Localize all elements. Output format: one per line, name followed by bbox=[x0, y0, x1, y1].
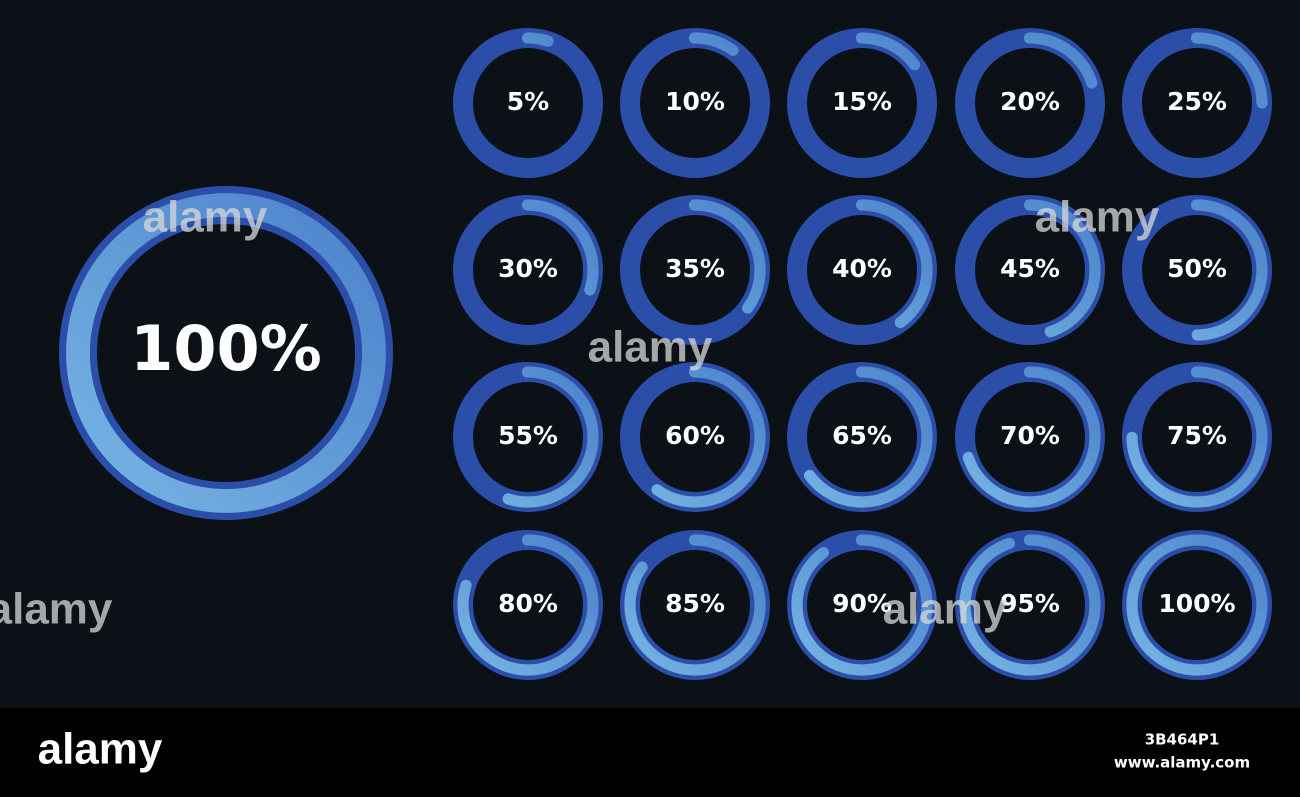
image-id: 3B464P1 bbox=[1145, 731, 1220, 749]
progress-arc bbox=[624, 366, 766, 508]
progress-arc bbox=[791, 32, 933, 174]
footer-bar bbox=[0, 708, 1300, 797]
progress-arc bbox=[791, 366, 933, 508]
progress-arc bbox=[791, 534, 933, 676]
progress-arc bbox=[457, 366, 599, 508]
progress-label: 65% bbox=[832, 421, 892, 450]
progress-arc bbox=[1126, 199, 1268, 341]
progress-label: 25% bbox=[1167, 87, 1227, 116]
progress-arc bbox=[624, 32, 766, 174]
progress-arc bbox=[624, 199, 766, 341]
progress-arc bbox=[457, 32, 599, 174]
progress-label: 45% bbox=[1000, 254, 1060, 283]
footer-url: www.alamy.com bbox=[1114, 754, 1250, 772]
progress-arc bbox=[791, 199, 933, 341]
progress-label: 50% bbox=[1167, 254, 1227, 283]
progress-arc bbox=[959, 366, 1101, 508]
progress-label: 70% bbox=[1000, 421, 1060, 450]
watermark: alamy bbox=[143, 193, 268, 242]
progress-label: 95% bbox=[1000, 589, 1060, 618]
progress-label: 85% bbox=[665, 589, 725, 618]
progress-label: 60% bbox=[665, 421, 725, 450]
watermark: alamy bbox=[1035, 193, 1160, 242]
progress-label: 80% bbox=[498, 589, 558, 618]
progress-label: 35% bbox=[665, 254, 725, 283]
progress-label: 40% bbox=[832, 254, 892, 283]
progress-label: 15% bbox=[832, 87, 892, 116]
watermark: alamy bbox=[883, 585, 1008, 634]
progress-arc bbox=[1126, 366, 1268, 508]
progress-label: 30% bbox=[498, 254, 558, 283]
progress-label: 100% bbox=[1158, 589, 1235, 618]
progress-arc bbox=[66, 193, 386, 513]
watermark: alamy bbox=[588, 323, 713, 372]
progress-label: 75% bbox=[1167, 421, 1227, 450]
progress-arc bbox=[959, 32, 1101, 174]
progress-arc bbox=[959, 199, 1101, 341]
progress-arc bbox=[1126, 534, 1268, 676]
progress-label: 100% bbox=[130, 312, 322, 385]
watermark: alamy bbox=[0, 585, 113, 634]
progress-label: 90% bbox=[832, 589, 892, 618]
progress-label: 55% bbox=[498, 421, 558, 450]
progress-arc bbox=[624, 534, 766, 676]
progress-label: 10% bbox=[665, 87, 725, 116]
progress-arc bbox=[457, 534, 599, 676]
progress-arc bbox=[959, 534, 1101, 676]
progress-label: 20% bbox=[1000, 87, 1060, 116]
progress-label: 5% bbox=[507, 87, 549, 116]
progress-arc bbox=[457, 199, 599, 341]
progress-arc bbox=[1126, 32, 1268, 174]
footer-logo: alamy bbox=[38, 725, 163, 774]
